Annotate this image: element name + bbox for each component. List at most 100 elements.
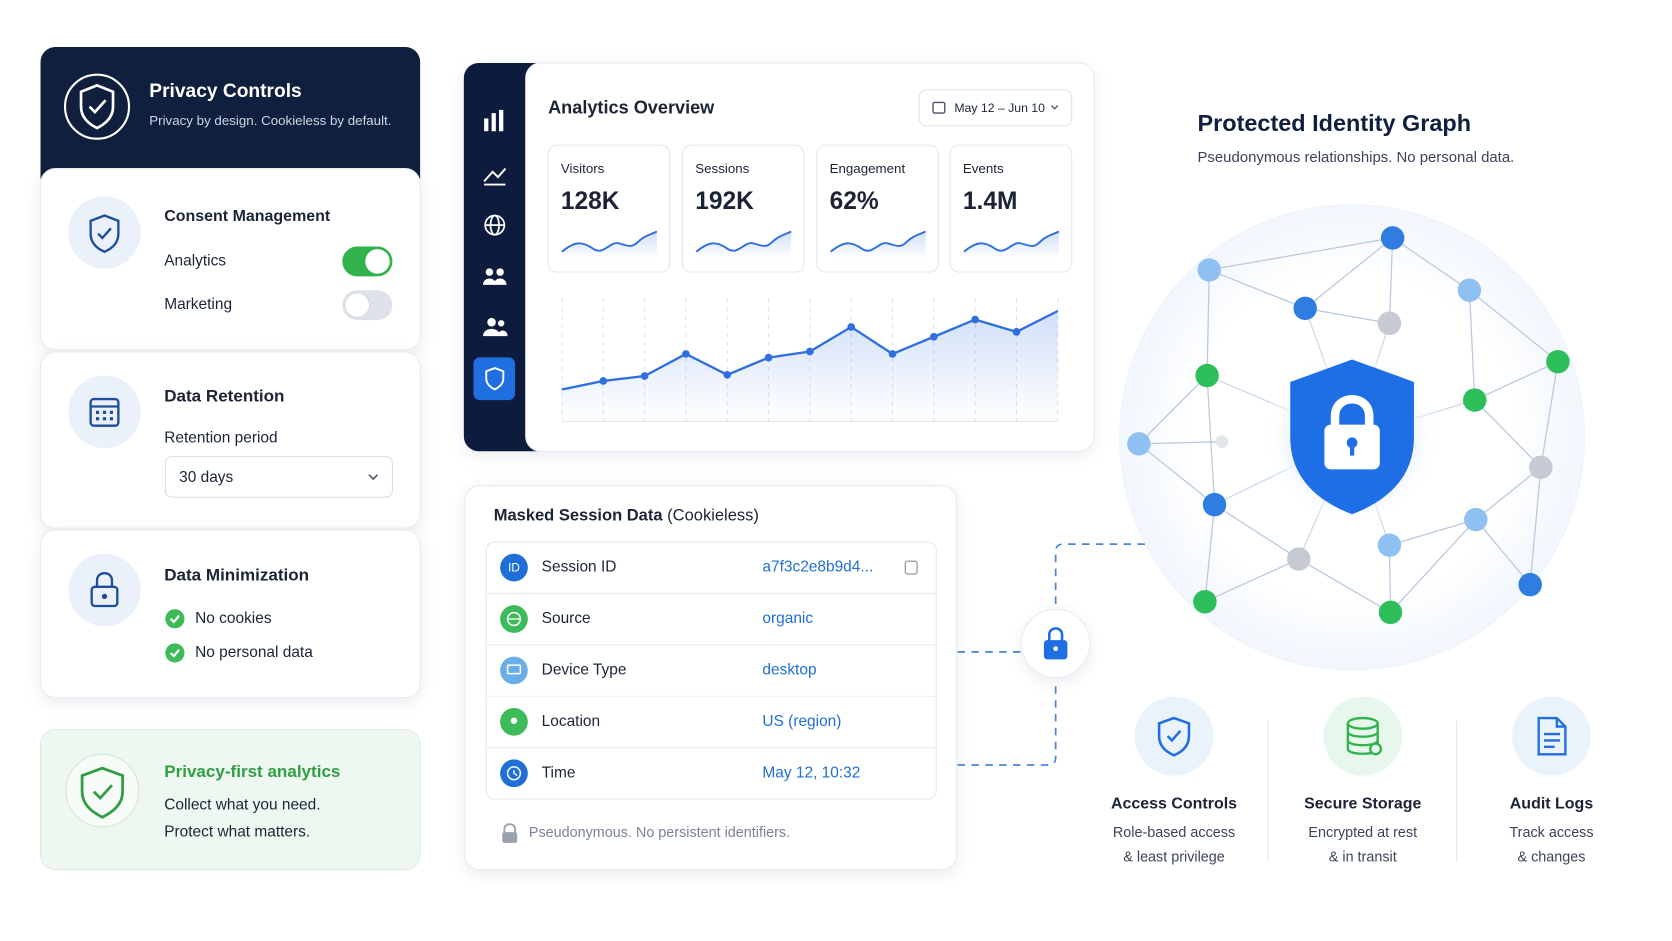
nav-active[interactable] (473, 357, 516, 401)
title-note: (Cookieless) (667, 506, 759, 525)
panel-title: Masked Session Data (Cookieless) (494, 506, 759, 525)
graph-title: Protected Identity Graph (1197, 110, 1471, 136)
analytics-panel: Analytics Overview May 12 – Jun 10 Visit… (463, 62, 1095, 452)
banner-line: Collect what you need. (164, 797, 320, 814)
graph-edge (1206, 375, 1216, 505)
graph-node (1293, 296, 1317, 321)
graph-node (1546, 349, 1570, 374)
feature-line: Encrypted at rest (1308, 825, 1417, 841)
monitor-glyph (506, 664, 522, 675)
footer-note: Pseudonymous. No persistent identifiers. (529, 825, 790, 841)
banner-bg (39, 729, 421, 871)
keyhole (101, 593, 108, 600)
connectors (957, 543, 1150, 766)
nav-users-icon[interactable] (483, 268, 507, 285)
graph-node (1287, 547, 1311, 571)
retention-card: Data Retention Retention period 30 days (39, 351, 421, 529)
check-icon (92, 784, 113, 801)
graph-node (1377, 533, 1402, 557)
date-range: May 12 – Jun 10 (954, 101, 1045, 115)
graph-edge (1214, 504, 1300, 560)
identity-graph (1127, 226, 1570, 625)
sparkline (830, 230, 927, 253)
select-box[interactable] (164, 456, 393, 498)
icon-bg (65, 753, 140, 828)
header-icon-ring (63, 73, 131, 140)
line-point (599, 377, 608, 385)
row-badge: ID (508, 562, 520, 575)
privacy-banner: Privacy-first analytics Collect what you… (39, 729, 421, 871)
feature-title: Secure Storage (1304, 796, 1421, 813)
row-label: Session ID (542, 559, 617, 576)
graph-edge (1468, 289, 1559, 363)
graph-node (1127, 432, 1151, 456)
graph-edge (1392, 237, 1470, 291)
kpi-value: 1.4M (963, 188, 1018, 215)
sparkline (561, 230, 658, 253)
graph-edge (1209, 237, 1393, 271)
feature-title: Audit Logs (1510, 796, 1594, 813)
nav-globe-icon[interactable] (484, 214, 506, 236)
line-point (682, 350, 690, 358)
toggle-knob[interactable] (365, 249, 390, 274)
graph-node (1195, 363, 1219, 388)
banner-line: Protect what matters. (164, 823, 310, 840)
header-bg (40, 46, 421, 197)
lock-shackle (503, 823, 516, 834)
row-value: US (region) (762, 713, 841, 730)
check-icon (88, 99, 107, 114)
nav-bar-icon[interactable] (484, 109, 504, 132)
line-point (764, 353, 773, 362)
line-point (888, 350, 897, 358)
line-point (929, 332, 938, 341)
copy-button[interactable] (904, 560, 918, 575)
retention-select[interactable]: 30 days (164, 456, 393, 498)
graph-edge (1388, 237, 1394, 324)
kpi-row: Visitors 128K Sessions 192K Engagement 62% Eve… (547, 144, 1073, 273)
session-rows: ID Session ID a7f3c2e8b9d4... Source organic… (486, 553, 937, 788)
graph-edge (1475, 519, 1531, 586)
list-item: No personal data (195, 644, 313, 661)
date-picker[interactable]: May 12 – Jun 10 (918, 89, 1073, 127)
sparkline-area (830, 231, 926, 259)
row-icon (500, 656, 528, 685)
line-point (971, 315, 979, 324)
minimization-card: Data Minimization No cookies No personal… (39, 529, 421, 699)
select-value: 30 days (179, 469, 233, 486)
shield-icon (1157, 716, 1191, 757)
check-icon (169, 614, 180, 624)
feature-line: Track access (1509, 825, 1593, 841)
lock-shackle (95, 572, 114, 587)
graph-edge (1390, 519, 1477, 613)
sparkline-area (561, 231, 657, 259)
sparkline-area (696, 231, 792, 259)
graph-edge (1468, 290, 1476, 401)
card-title: Data Minimization (164, 566, 309, 585)
session-panel: Masked Session Data (Cookieless) ID Sessi… (464, 484, 958, 871)
panel-title: Analytics Overview (548, 98, 715, 118)
chevron (1050, 105, 1059, 110)
icon-bg (68, 196, 141, 269)
row-label: Device Type (542, 662, 627, 679)
table-box (485, 541, 937, 800)
nav-people-icon[interactable] (483, 317, 508, 337)
nav-shield-icon (485, 367, 505, 391)
graph-edge (1138, 443, 1215, 506)
graph-edge (1474, 399, 1542, 468)
graph-node (1215, 435, 1229, 449)
calendar-dots (95, 410, 114, 421)
lock-body (90, 585, 119, 608)
field-label: Retention period (164, 430, 277, 447)
header-subtitle: Privacy by design. Cookieless by default… (149, 113, 391, 128)
graph-edge (1540, 361, 1559, 468)
date-pill[interactable] (918, 89, 1073, 127)
line-point (806, 347, 814, 356)
kpi-label: Sessions (695, 161, 749, 176)
nav-trend-icon[interactable] (483, 167, 507, 186)
line-chart (561, 298, 1059, 422)
toggle-knob[interactable] (344, 292, 370, 318)
line-point (1012, 328, 1021, 336)
graph-node (1463, 388, 1487, 412)
